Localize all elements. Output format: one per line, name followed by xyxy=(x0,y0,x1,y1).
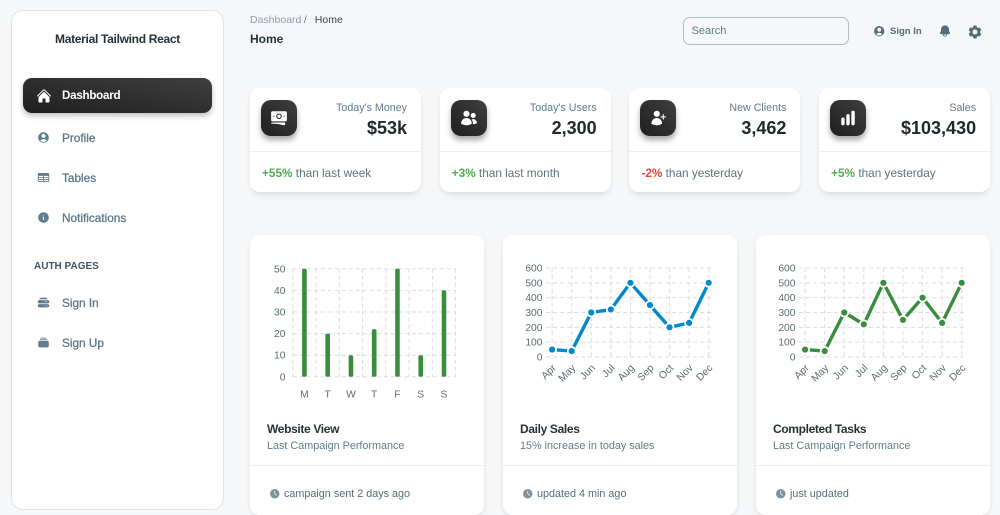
svg-text:Nov: Nov xyxy=(928,362,949,383)
svg-text:200: 200 xyxy=(525,323,542,334)
svg-text:30: 30 xyxy=(274,308,286,319)
svg-text:M: M xyxy=(300,390,309,401)
svg-text:10: 10 xyxy=(274,351,286,362)
svg-text:0: 0 xyxy=(790,353,796,364)
svg-text:0: 0 xyxy=(280,372,286,383)
svg-text:F: F xyxy=(394,390,400,401)
svg-text:T: T xyxy=(325,390,332,401)
svg-text:100: 100 xyxy=(778,338,795,349)
svg-text:100: 100 xyxy=(525,338,542,349)
svg-text:T: T xyxy=(371,390,378,401)
svg-text:400: 400 xyxy=(778,293,795,304)
svg-text:Apr: Apr xyxy=(540,362,560,382)
svg-text:500: 500 xyxy=(778,278,795,289)
svg-text:Aug: Aug xyxy=(616,363,637,384)
svg-text:May: May xyxy=(557,362,579,384)
svg-text:Jun: Jun xyxy=(831,363,851,383)
svg-text:Oct: Oct xyxy=(657,363,676,382)
svg-text:Jul: Jul xyxy=(600,363,617,380)
svg-text:300: 300 xyxy=(778,308,795,319)
svg-text:Aug: Aug xyxy=(869,363,890,384)
svg-text:600: 600 xyxy=(778,264,795,275)
svg-text:500: 500 xyxy=(525,278,542,289)
svg-text:200: 200 xyxy=(778,323,795,334)
svg-text:0: 0 xyxy=(537,353,543,364)
svg-text:S: S xyxy=(441,390,448,401)
svg-text:Sep: Sep xyxy=(636,363,657,384)
svg-text:20: 20 xyxy=(274,329,286,340)
svg-text:600: 600 xyxy=(525,264,542,275)
svg-text:400: 400 xyxy=(525,293,542,304)
svg-text:Dec: Dec xyxy=(695,363,716,384)
svg-text:Oct: Oct xyxy=(910,363,929,382)
svg-text:Jun: Jun xyxy=(578,363,598,383)
svg-text:40: 40 xyxy=(274,286,286,297)
svg-text:Jul: Jul xyxy=(853,363,870,380)
svg-text:Sep: Sep xyxy=(889,363,910,384)
svg-text:50: 50 xyxy=(274,264,286,275)
svg-text:Dec: Dec xyxy=(948,363,969,384)
svg-text:Nov: Nov xyxy=(675,362,696,383)
svg-text:W: W xyxy=(346,390,356,401)
svg-text:Apr: Apr xyxy=(793,362,813,382)
svg-text:May: May xyxy=(810,362,832,384)
svg-text:S: S xyxy=(417,390,424,401)
svg-text:300: 300 xyxy=(525,308,542,319)
